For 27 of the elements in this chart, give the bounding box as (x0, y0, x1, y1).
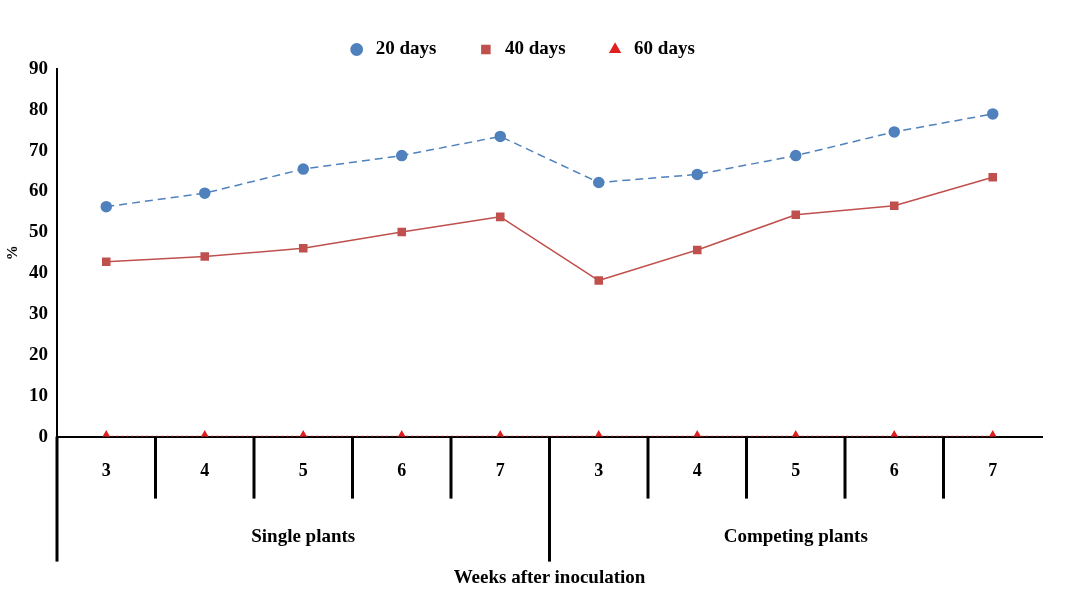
x-tick-label: 7 (988, 460, 998, 481)
text: Single plants (251, 524, 356, 546)
legend-label: 40 days (504, 37, 566, 59)
legend-label: 20 days (375, 37, 437, 59)
y-tick-label: 40 (29, 261, 48, 283)
x-tick-label: 6 (397, 460, 407, 481)
y-tick-label: 20 (29, 342, 48, 364)
y-tick-label: 90 (29, 56, 48, 78)
y-axis-title: % (3, 245, 20, 261)
y-tick-label: 10 (29, 383, 48, 405)
x-tick-label: 7 (495, 460, 505, 481)
y-tick-label: 50 (29, 220, 48, 242)
x-tick-label: 3 (101, 460, 111, 481)
legend-label: 60 days (634, 37, 695, 59)
y-tick-label: 0 (38, 424, 48, 446)
y-tick-label: 70 (29, 138, 48, 160)
x-tick-label: 5 (791, 460, 801, 481)
y-tick-label: 30 (29, 301, 48, 323)
x-tick-label: 3 (594, 460, 604, 481)
x-tick-label: 4 (200, 460, 210, 481)
y-tick-label: 60 (29, 179, 48, 201)
x-tick-label: 5 (298, 460, 308, 481)
x-tick-label: 6 (889, 460, 899, 481)
text: Competing plants (723, 524, 868, 546)
x-tick-label: 4 (692, 460, 702, 481)
x-axis-title: Weeks after inoculation (453, 565, 646, 587)
y-tick-label: 80 (29, 97, 48, 119)
